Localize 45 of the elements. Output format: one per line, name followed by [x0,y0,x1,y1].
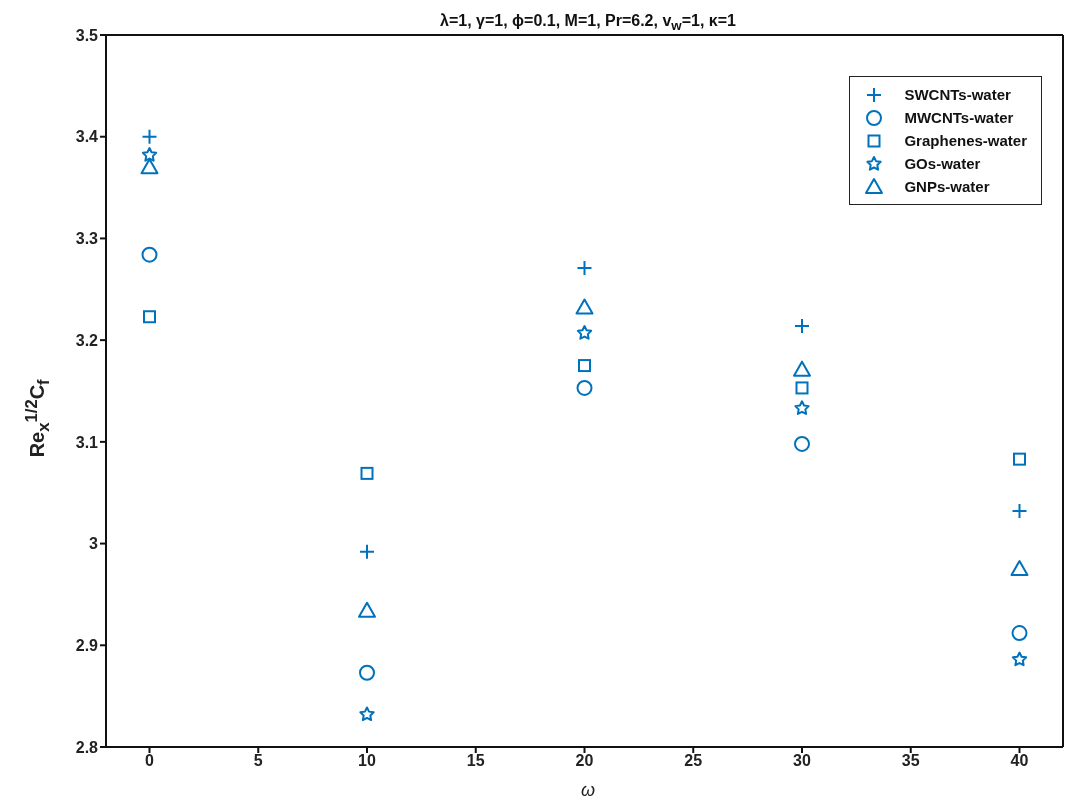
y-tick-label: 3.5 [75,26,99,44]
y-tick-label: 2.8 [75,738,99,756]
legend-label: SWCNTs-water [904,86,1011,103]
point [578,359,591,373]
point [141,246,158,263]
x-tick-label: 30 [793,752,811,770]
point [795,381,809,395]
legend-label: GOs-water [904,155,981,172]
point [1010,560,1029,576]
point [794,435,810,452]
x-tick-label: 40 [1010,752,1029,770]
point [360,466,374,480]
x-tick-label: 15 [466,752,485,770]
point [359,706,375,722]
chart-title: λ=1, γ=1, ϕ=0.1, M=1, Pr=6.2, v$_{w}$=1, κ=1 [439,12,737,34]
point [576,379,593,396]
y-tick-label: 3.1 [75,433,99,451]
legend-label: MWCNTs-water [904,109,1014,126]
y-tick-label: 3.4 [75,128,99,146]
y-tick-label: 3.2 [75,331,99,349]
point [576,325,593,340]
point [358,601,376,618]
x-tick-label: 10 [358,752,376,770]
point [793,360,811,377]
legend-label: Graphenes-water [904,132,1027,149]
x-tick-label: 25 [684,752,703,770]
y-tick-label: 3 [89,535,99,553]
legend-label: GNPs-water [904,178,990,195]
x-tick-label: 5 [253,752,263,770]
point [1011,651,1028,667]
y-tick-label: 2.9 [75,636,99,654]
point [140,158,159,175]
point [141,128,158,145]
point [1013,452,1026,466]
point [143,310,156,324]
x-tick-label: 0 [145,752,155,770]
y-tick-label: 3.3 [75,230,99,248]
point [794,400,810,415]
x-tick-label: 20 [575,752,594,770]
x-tick-label: 35 [901,752,920,770]
point [141,147,158,162]
point [1011,625,1028,642]
x-axis-title: ω [580,780,596,801]
point [575,298,594,315]
point [359,664,375,681]
